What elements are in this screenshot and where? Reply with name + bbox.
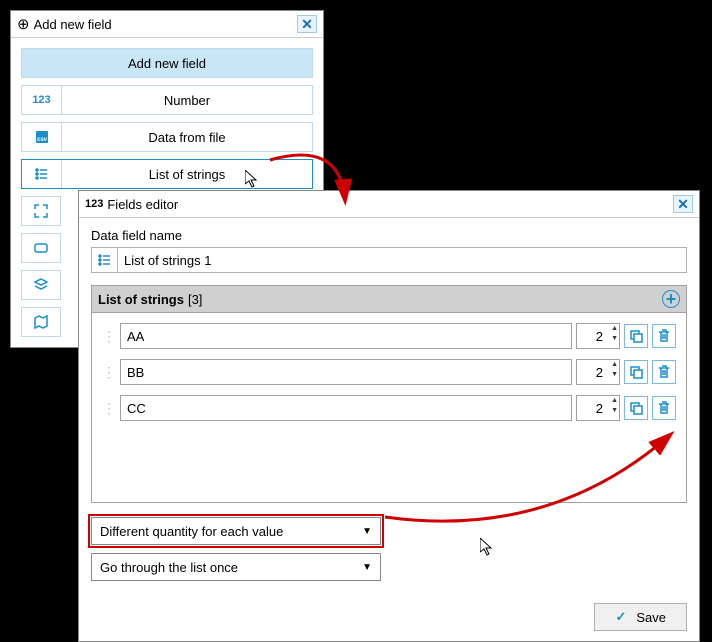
list-row: ⋮⋮ ▲▼ (102, 395, 676, 421)
footer: ✓ Save (91, 589, 687, 631)
spinner-up-icon[interactable]: ▲ (611, 396, 618, 406)
name-input-row (91, 247, 687, 273)
quantity-mode-select[interactable]: Different quantity for each value ▼ (91, 517, 381, 545)
window-title: Add new field (30, 17, 297, 32)
window-title: Fields editor (103, 197, 673, 212)
chevron-down-icon: ▼ (362, 562, 372, 573)
number-button[interactable]: 123 Number (21, 85, 313, 115)
button-label: Add new field (128, 56, 206, 71)
name-label: Data field name (91, 228, 687, 243)
quantity-spinner[interactable]: ▲▼ (576, 323, 620, 349)
value-input[interactable] (120, 395, 572, 421)
window-body: Data field name List of strings [3] + ⋮⋮… (79, 218, 699, 641)
chevron-down-icon: ▼ (362, 526, 372, 537)
value-input[interactable] (120, 323, 572, 349)
close-button[interactable]: ✕ (297, 15, 317, 33)
number-icon: 123 (85, 198, 103, 210)
layers-icon-button[interactable] (21, 270, 61, 300)
list-row: ⋮⋮ ▲▼ (102, 359, 676, 385)
fields-editor-window: 123 Fields editor ✕ Data field name List… (78, 190, 700, 642)
delete-button[interactable] (652, 324, 676, 348)
check-icon: ✓ (615, 609, 626, 625)
close-button[interactable]: ✕ (673, 195, 693, 213)
section-body: ⋮⋮▲▼⋮⋮▲▼⋮⋮▲▼ (91, 313, 687, 503)
drag-handle-icon[interactable]: ⋮⋮ (102, 400, 116, 417)
save-label: Save (636, 610, 666, 625)
select-value: Go through the list once (100, 560, 238, 575)
spinner-up-icon[interactable]: ▲ (611, 360, 618, 370)
list-icon (92, 248, 118, 272)
name-input[interactable] (118, 248, 686, 272)
quantity-spinner[interactable]: ▲▼ (576, 395, 620, 421)
csv-icon: csv (22, 123, 62, 151)
save-button[interactable]: ✓ Save (594, 603, 687, 631)
data-from-file-button[interactable]: csv Data from file (21, 122, 313, 152)
delete-button[interactable] (652, 360, 676, 384)
section-count: [3] (188, 292, 202, 307)
spinner-up-icon[interactable]: ▲ (611, 324, 618, 334)
delete-button[interactable] (652, 396, 676, 420)
spinner-down-icon[interactable]: ▼ (611, 334, 618, 344)
list-of-strings-button[interactable]: List of strings (21, 159, 313, 189)
add-new-field-button[interactable]: Add new field (21, 48, 313, 78)
spinner-down-icon[interactable]: ▼ (611, 370, 618, 380)
list-icon (22, 160, 62, 188)
window-header: ⊕ Add new field ✕ (11, 11, 323, 38)
svg-text:csv: csv (36, 137, 47, 143)
list-mode-select[interactable]: Go through the list once ▼ (91, 553, 381, 581)
add-row-button[interactable]: + (662, 290, 680, 308)
list-row: ⋮⋮ ▲▼ (102, 323, 676, 349)
copy-button[interactable] (624, 324, 648, 348)
button-label: Number (62, 93, 312, 108)
drag-handle-icon[interactable]: ⋮⋮ (102, 328, 116, 345)
button-label: Data from file (62, 130, 312, 145)
select-value: Different quantity for each value (100, 524, 283, 539)
button-label: List of strings (62, 167, 312, 182)
plus-circle-icon: ⊕ (17, 15, 30, 33)
section-header: List of strings [3] + (91, 285, 687, 313)
window-header: 123 Fields editor ✕ (79, 191, 699, 218)
spinner-down-icon[interactable]: ▼ (611, 406, 618, 416)
drag-handle-icon[interactable]: ⋮⋮ (102, 364, 116, 381)
copy-button[interactable] (624, 360, 648, 384)
map-icon-button[interactable] (21, 307, 61, 337)
ticket-icon-button[interactable] (21, 233, 61, 263)
quantity-spinner[interactable]: ▲▼ (576, 359, 620, 385)
section-title: List of strings (98, 292, 184, 307)
number-icon: 123 (22, 86, 62, 114)
expand-icon-button[interactable] (21, 196, 61, 226)
copy-button[interactable] (624, 396, 648, 420)
value-input[interactable] (120, 359, 572, 385)
